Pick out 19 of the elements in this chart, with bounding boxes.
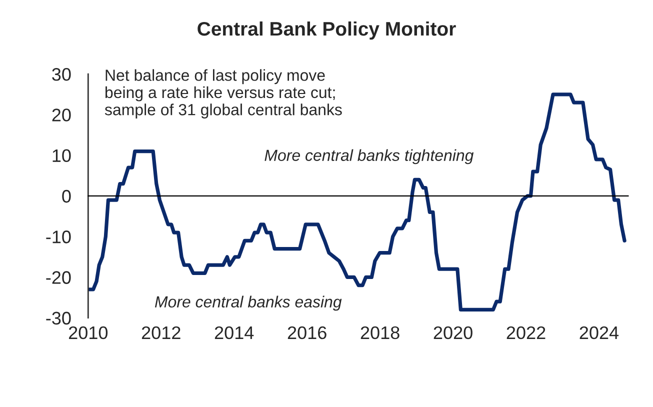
y-tick-label: 30 [52,68,71,81]
chart-title: Central Bank Policy Monitor [198,21,456,40]
y-tick-label: -30 [46,312,71,325]
x-tick-label: 2018 [360,326,400,340]
y-tick-label: -10 [46,230,71,244]
x-tick-label: 2016 [288,326,326,340]
x-tick-label: 2012 [142,326,180,340]
annotation: Net balance of last policy move being a rate hike versus rate cut; sample of 31 global central banks [104,69,342,118]
y-tick-label: -20 [46,271,71,284]
y-tick-label: 20 [52,108,71,122]
annotation: More central banks tightening [264,149,474,164]
x-tick-label: 2014 [214,326,254,340]
x-tick-label: 2022 [506,326,546,340]
x-tick-label: 2024 [580,326,619,340]
x-tick-label: 2010 [68,326,108,340]
y-tick-label: 0 [62,190,71,203]
x-tick-label: 2020 [434,326,472,340]
annotation: More central banks easing [154,296,342,311]
y-tick-label: 10 [52,149,71,162]
